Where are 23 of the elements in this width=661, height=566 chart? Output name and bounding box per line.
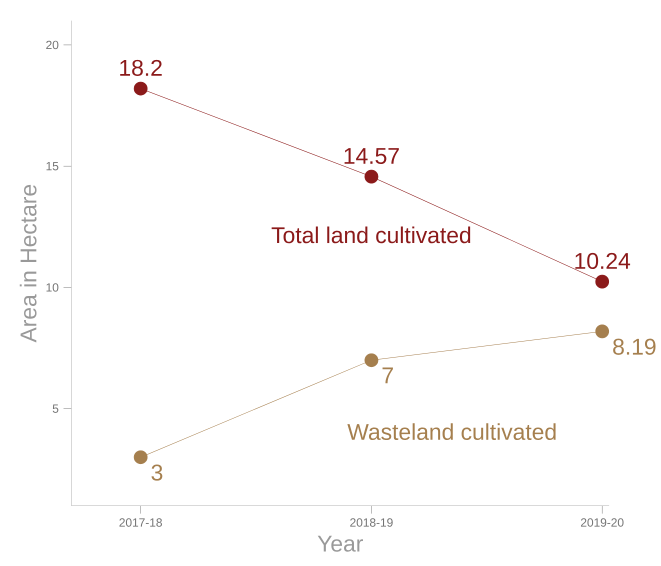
text: Wasteland cultivated — [347, 423, 556, 440]
x-tick-label: 2018-19 — [350, 518, 393, 527]
y-axis-title: Area in Hectare — [20, 184, 37, 343]
series-label: Total land cultivated — [272, 226, 470, 244]
data-label: 14.57 — [344, 148, 399, 164]
point — [595, 324, 610, 338]
point — [134, 450, 148, 464]
y-tick-label: 20 — [46, 40, 58, 50]
data-label: 3 — [151, 464, 162, 481]
data-label: 8.19 — [613, 338, 656, 355]
point — [134, 82, 148, 96]
x-tick-label: 2019-20 — [580, 518, 624, 527]
y-tick-label: 5 — [52, 404, 58, 413]
data-label: 10.24 — [575, 252, 630, 270]
data-label: 18.2 — [120, 60, 162, 76]
y-tick-label: 10 — [46, 283, 58, 292]
x-tick-label: 2017-18 — [119, 518, 162, 527]
point — [364, 353, 378, 368]
point — [595, 274, 610, 289]
point — [364, 170, 378, 184]
y-tick-label: 15 — [46, 162, 58, 170]
x-axis-title: Year — [318, 536, 363, 552]
data-label: 7 — [382, 368, 393, 384]
